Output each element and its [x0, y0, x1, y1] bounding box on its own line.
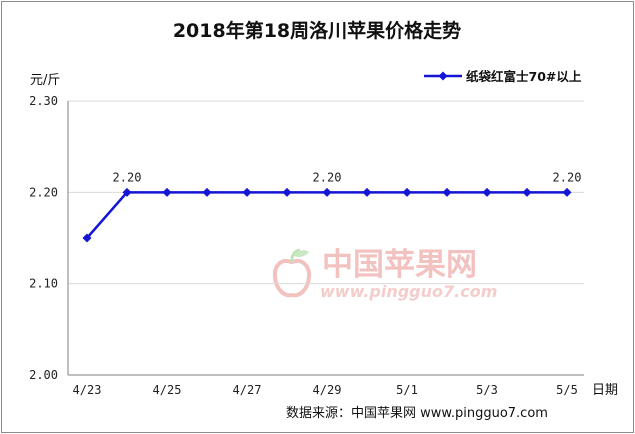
x-axis-label: 日期 — [592, 383, 618, 398]
x-tick-label: 4/29 — [313, 383, 342, 397]
chart-title: 2018年第18周洛川苹果价格走势 — [173, 19, 461, 42]
y-axis-label: 元/斤 — [30, 73, 60, 88]
x-tick-label: 4/27 — [233, 383, 262, 397]
y-tick-label: 2.30 — [29, 94, 58, 108]
data-point — [202, 187, 212, 197]
data-point — [442, 187, 452, 197]
series-line — [86, 191, 567, 239]
series — [82, 187, 572, 243]
legend-marker-icon — [438, 71, 448, 81]
y-tick-label: 2.10 — [29, 277, 58, 291]
x-tick-label: 4/23 — [73, 383, 102, 397]
data-point — [482, 187, 492, 197]
source-note: 数据来源：中国苹果网 www.pingguo7.com — [286, 406, 548, 421]
axes — [67, 101, 584, 376]
data-point — [282, 187, 292, 197]
x-tick-label: 4/25 — [153, 383, 182, 397]
data-label: 2.20 — [313, 170, 342, 184]
legend: 纸袋红富士70#以上 — [424, 69, 582, 84]
data-point — [322, 187, 332, 197]
x-ticks: 4/23 4/25 4/27 4/29 5/1 5/3 5/5 — [73, 383, 578, 397]
data-label: 2.20 — [113, 170, 142, 184]
data-point — [162, 187, 172, 197]
y-ticks: 2.30 2.20 2.10 2.00 — [29, 94, 58, 382]
data-labels: 2.20 2.20 2.20 — [113, 170, 582, 184]
data-label: 2.20 — [553, 170, 582, 184]
data-point — [362, 187, 372, 197]
data-point — [122, 187, 132, 197]
x-tick-label: 5/3 — [476, 383, 498, 397]
data-point — [402, 187, 412, 197]
y-tick-label: 2.00 — [29, 368, 58, 382]
x-tick-label: 5/1 — [396, 383, 418, 397]
watermark-name: 中国苹果网 — [322, 247, 477, 283]
legend-label: 纸袋红富士70#以上 — [466, 69, 582, 84]
apple-logo-icon — [272, 248, 312, 298]
x-tick-label: 5/5 — [556, 383, 578, 397]
data-point — [82, 233, 92, 243]
watermark: 中国苹果网 www.pingguo7.com — [272, 247, 497, 301]
watermark-url: www.pingguo7.com — [320, 282, 497, 301]
data-point — [522, 187, 532, 197]
y-tick-label: 2.20 — [29, 185, 58, 199]
data-point — [242, 187, 252, 197]
data-point — [562, 187, 572, 197]
